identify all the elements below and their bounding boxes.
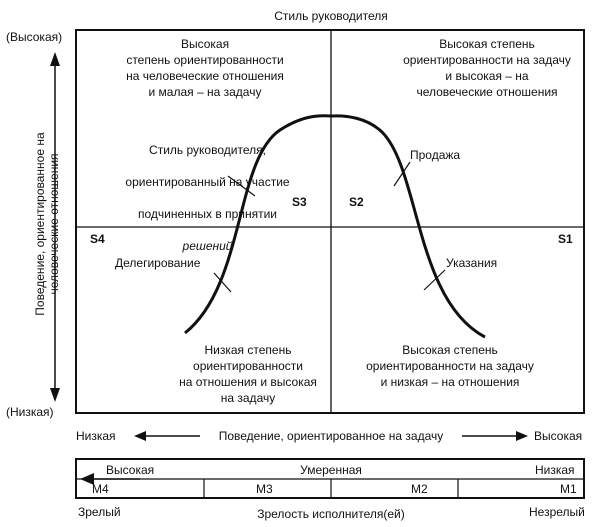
y-axis-arrow-down-icon bbox=[50, 388, 60, 402]
maturity-arrow-left-icon bbox=[80, 473, 94, 485]
selling-pointer bbox=[393, 161, 411, 187]
y-axis-label-line1: Поведение, ориентированное на bbox=[33, 132, 47, 316]
maturity-level-m1: M1 bbox=[560, 482, 577, 496]
participation-line2: ориентированный на участие bbox=[125, 175, 290, 189]
maturity-level-m3: M3 bbox=[256, 482, 273, 496]
diagram-title: Стиль руководителя bbox=[274, 9, 388, 23]
quadrant-top-left-text: Высокая степень ориентированности на чел… bbox=[126, 37, 284, 99]
style-s2-label: S2 bbox=[349, 195, 364, 209]
telling-label: Указания bbox=[446, 256, 498, 270]
participation-line3: подчиненных в принятии bbox=[138, 207, 277, 221]
immature-label: Незрелый bbox=[529, 505, 585, 519]
delegating-pointer bbox=[213, 272, 232, 293]
y-axis-low-label: (Низкая) bbox=[6, 405, 54, 419]
maturity-moderate-label: Умеренная bbox=[300, 463, 362, 477]
style-s3-label: S3 bbox=[292, 195, 307, 209]
y-axis-label: Поведение, ориентированное на человеческ… bbox=[33, 94, 63, 354]
x-axis-arrow-left-icon bbox=[134, 431, 146, 441]
maturity-axis-label: Зрелость исполнителя(ей) bbox=[257, 507, 405, 521]
selling-label: Продажа bbox=[410, 148, 461, 162]
main-frame bbox=[75, 29, 585, 414]
mature-label: Зрелый bbox=[78, 505, 121, 519]
maturity-level-m4: M4 bbox=[92, 482, 109, 496]
y-axis-high-label: (Высокая) bbox=[6, 30, 63, 44]
x-axis-high-label: Высокая bbox=[534, 429, 583, 443]
maturity-high-label: Высокая bbox=[106, 463, 155, 477]
participation-line1: Стиль руководителя, bbox=[149, 143, 266, 157]
leadership-style-curve bbox=[184, 114, 486, 339]
x-axis-low-label: Низкая bbox=[76, 429, 116, 443]
participation-line4: решений bbox=[182, 239, 233, 253]
quadrant-bottom-left-text: Низкая степень ориентированности на отно… bbox=[179, 343, 317, 405]
style-s4-label: S4 bbox=[90, 232, 105, 246]
maturity-low-label: Низкая bbox=[535, 463, 575, 477]
maturity-level-m2: M2 bbox=[411, 482, 428, 496]
quadrant-top-right-text: Высокая степень ориентированности на зад… bbox=[403, 37, 571, 99]
y-axis-label-line2: человеческие отношения bbox=[47, 153, 61, 295]
delegating-label: Делегирование bbox=[115, 256, 201, 270]
quadrant-bottom-right-text: Высокая степень ориентированности на зад… bbox=[366, 343, 534, 389]
x-axis-arrow-right-icon bbox=[516, 431, 528, 441]
x-axis-label: Поведение, ориентированное на задачу bbox=[218, 429, 444, 443]
participation-annotation: Стиль руководителя, ориентированный на у… bbox=[105, 126, 310, 270]
participation-pointer bbox=[227, 175, 256, 197]
style-s1-label: S1 bbox=[558, 232, 573, 246]
y-axis-arrow-up-icon bbox=[50, 52, 60, 66]
telling-pointer bbox=[423, 269, 446, 291]
